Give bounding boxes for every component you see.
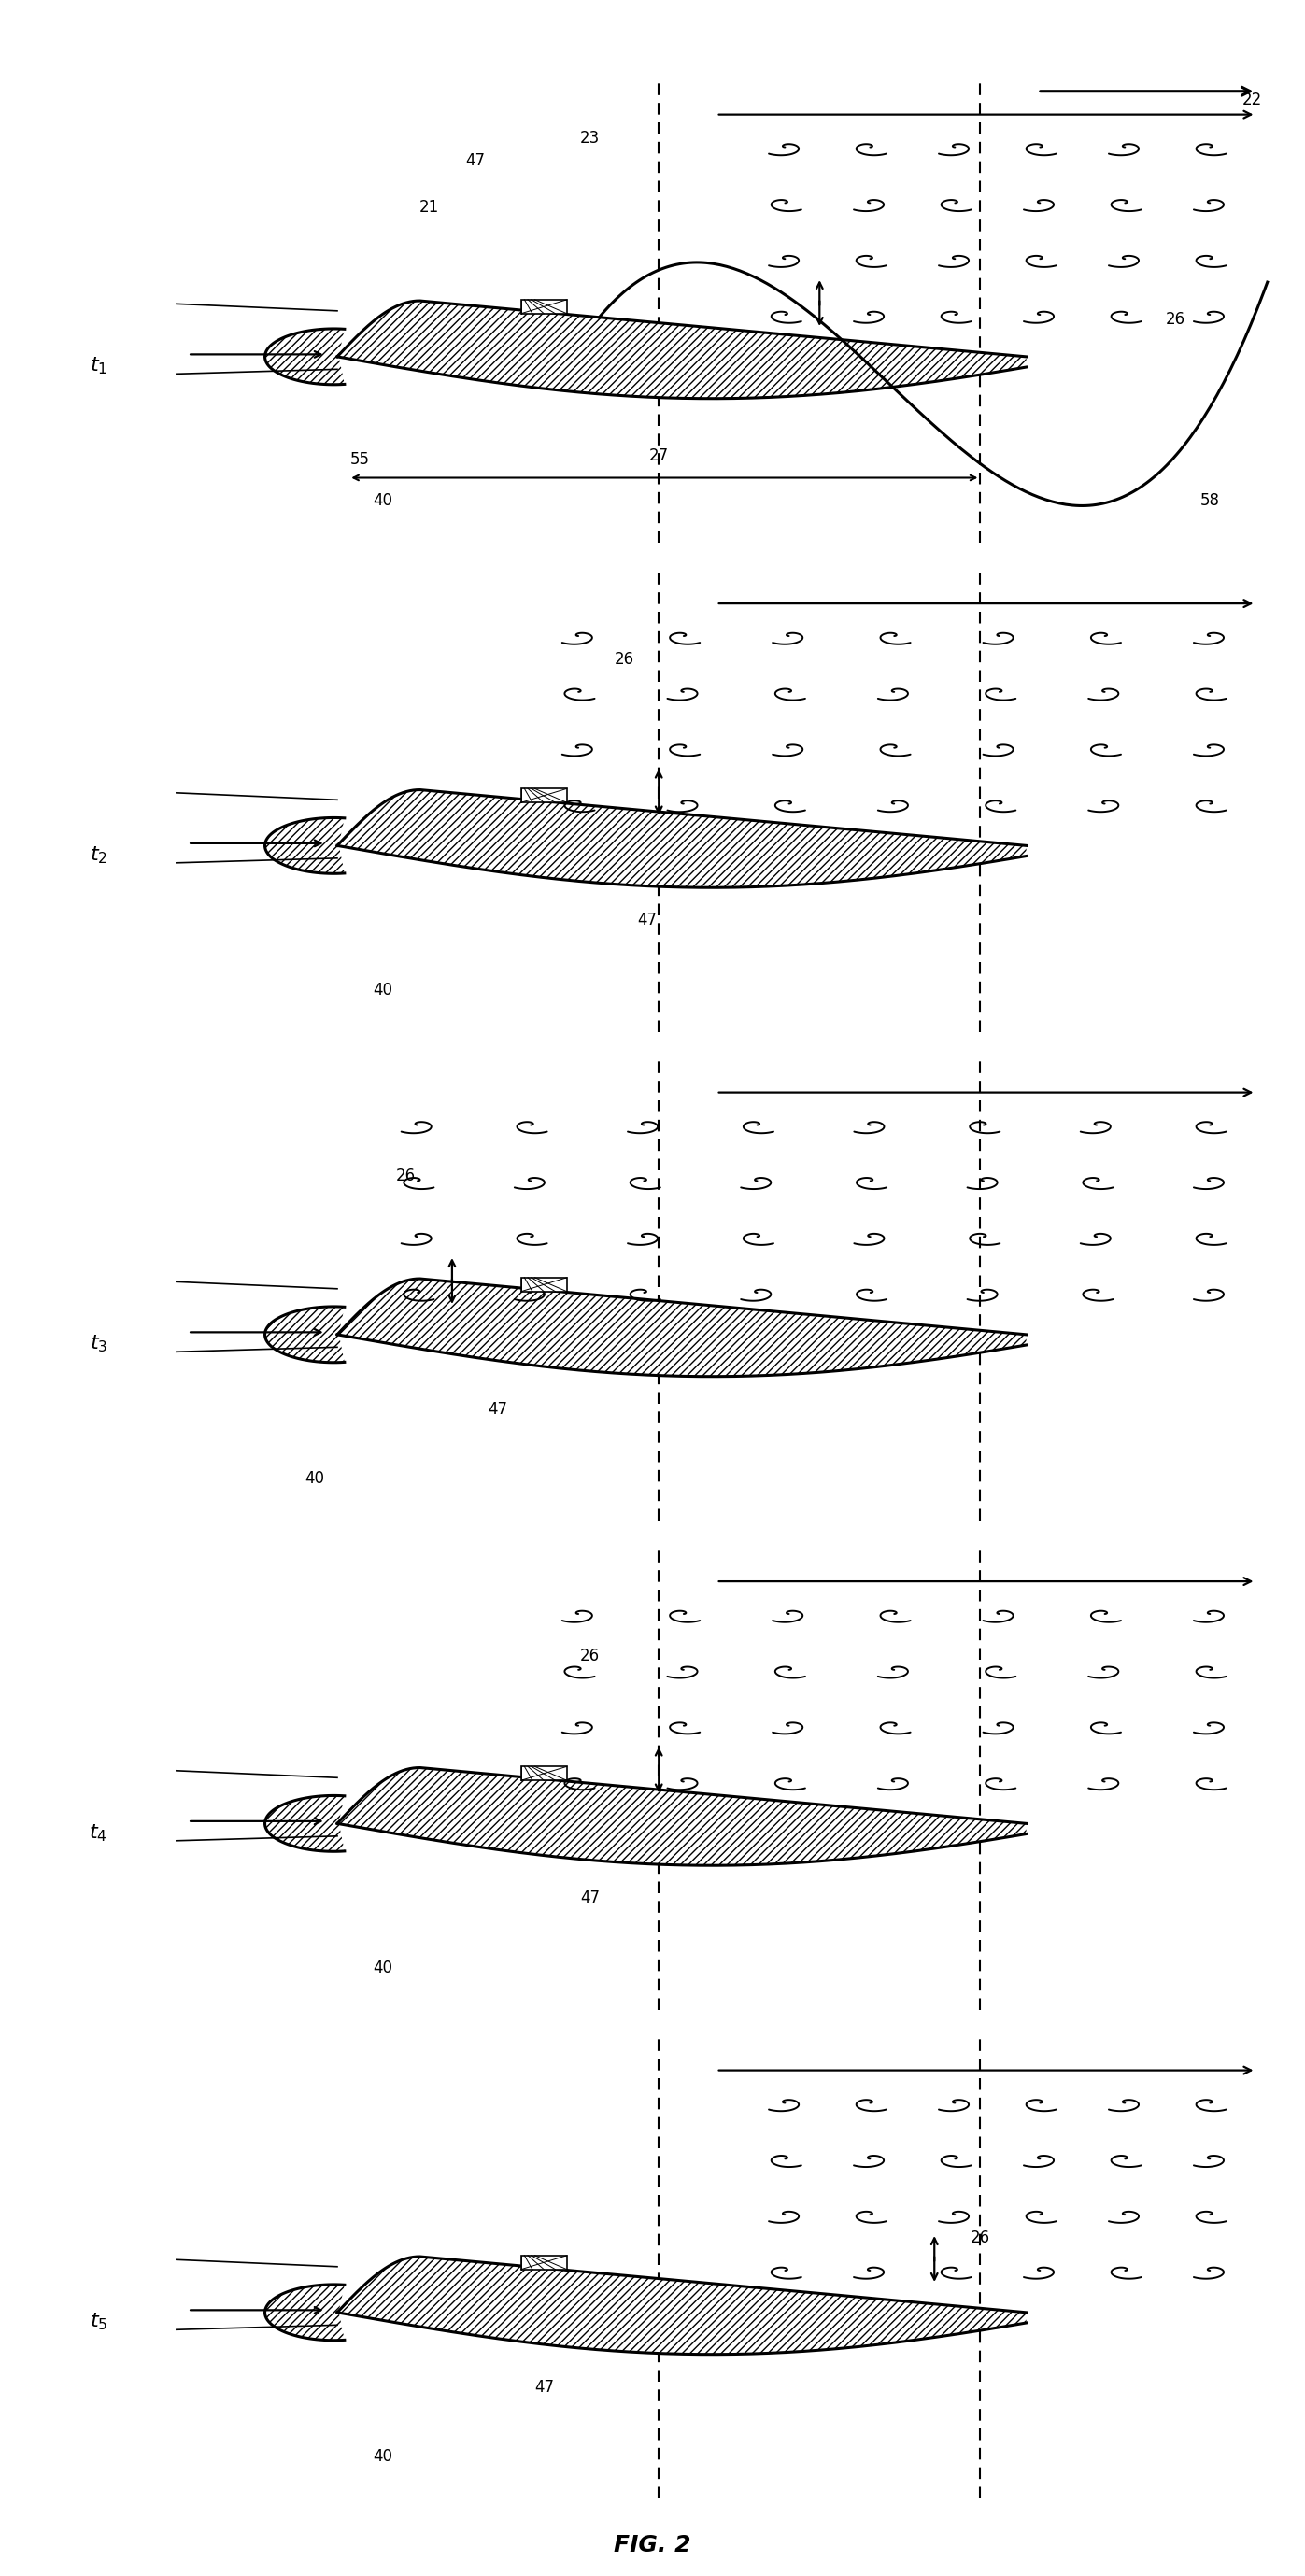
Text: 26: 26 — [397, 1167, 416, 1185]
FancyBboxPatch shape — [521, 299, 566, 314]
Text: 27: 27 — [649, 448, 668, 464]
Polygon shape — [265, 791, 1026, 889]
FancyBboxPatch shape — [521, 788, 566, 804]
FancyBboxPatch shape — [521, 2257, 566, 2269]
Text: 23: 23 — [579, 129, 600, 147]
Text: 22: 22 — [1242, 90, 1262, 108]
Text: 40: 40 — [373, 1960, 393, 1976]
FancyBboxPatch shape — [521, 1767, 566, 1780]
Text: 47: 47 — [534, 2378, 553, 2396]
Text: $t_3$: $t_3$ — [90, 1334, 107, 1355]
Text: 47: 47 — [637, 912, 658, 927]
Text: $t_1$: $t_1$ — [90, 355, 107, 376]
Text: 26: 26 — [615, 652, 634, 667]
Polygon shape — [265, 2257, 1026, 2354]
Text: 26: 26 — [971, 2231, 990, 2246]
Text: $t_4$: $t_4$ — [89, 1821, 107, 1844]
Text: 40: 40 — [373, 2447, 393, 2465]
Polygon shape — [265, 1278, 1026, 1376]
Text: 47: 47 — [465, 152, 485, 170]
Text: 40: 40 — [373, 981, 393, 999]
Text: 40: 40 — [373, 492, 393, 510]
Polygon shape — [265, 1767, 1026, 1865]
Text: 40: 40 — [304, 1471, 324, 1486]
FancyBboxPatch shape — [521, 1278, 566, 1291]
Text: $t_2$: $t_2$ — [90, 845, 107, 866]
Text: 47: 47 — [488, 1401, 508, 1417]
Text: $t_5$: $t_5$ — [90, 2311, 107, 2331]
Text: 21: 21 — [419, 198, 438, 216]
Text: 47: 47 — [579, 1891, 600, 1906]
Text: 26: 26 — [579, 1649, 600, 1664]
Text: 55: 55 — [350, 451, 371, 466]
Polygon shape — [265, 301, 1026, 399]
Text: FIG. 2: FIG. 2 — [613, 2535, 692, 2555]
Text: 26: 26 — [1165, 312, 1185, 327]
Text: 58: 58 — [1201, 492, 1220, 510]
